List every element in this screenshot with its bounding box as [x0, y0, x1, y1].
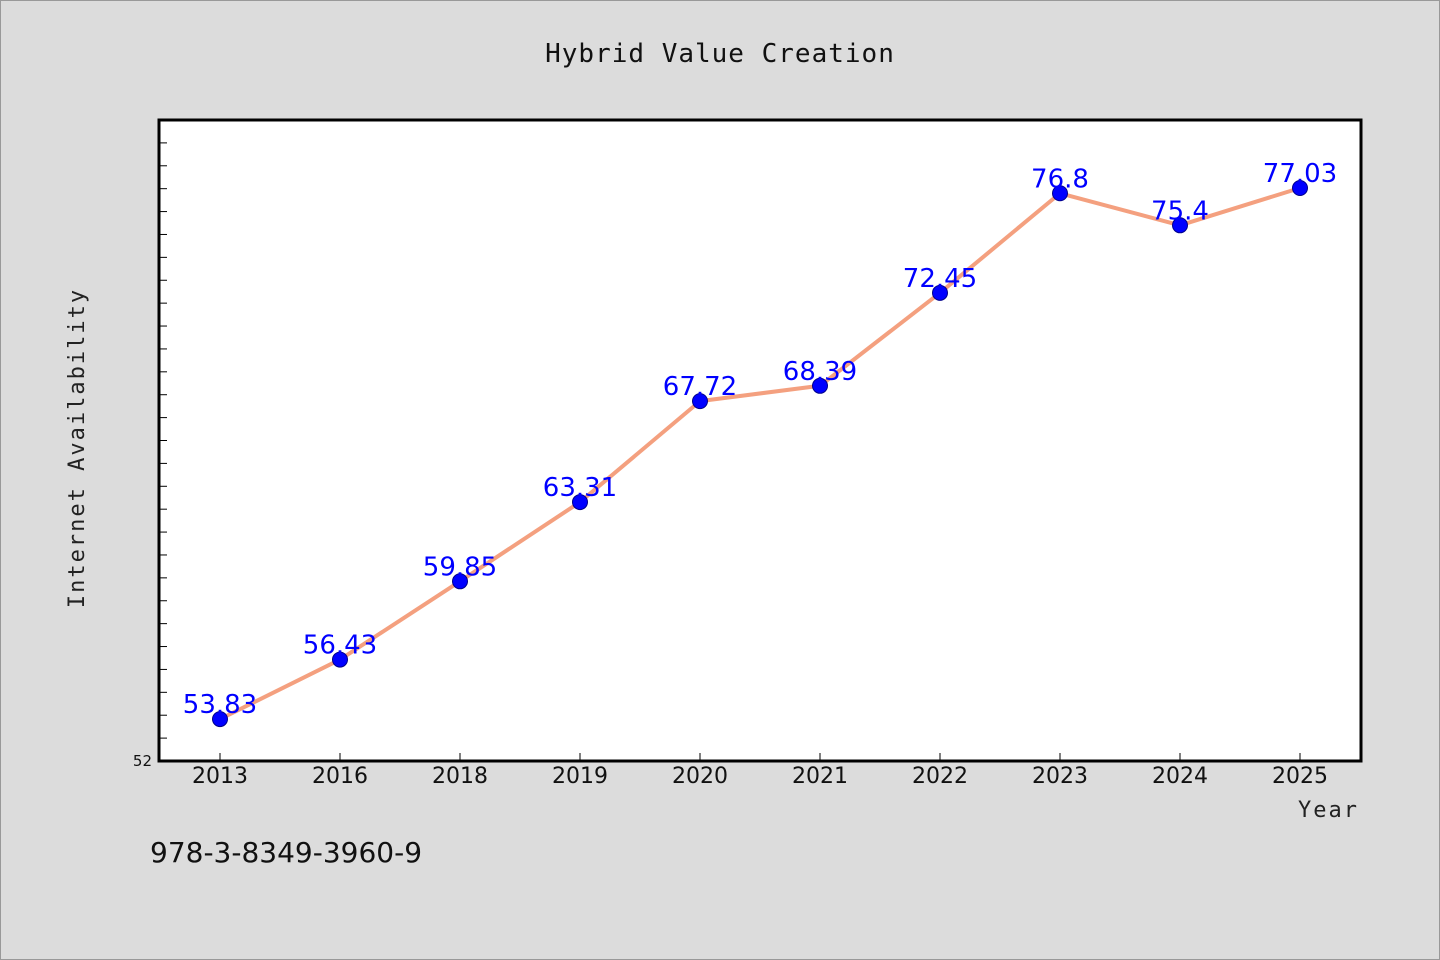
- x-tick-label: 2018: [432, 764, 488, 789]
- data-point-marker: [812, 377, 828, 394]
- data-point-marker: [452, 573, 468, 590]
- data-point-marker: [1172, 217, 1188, 234]
- data-point-marker: [1052, 185, 1068, 202]
- data-label: 56.43: [303, 631, 377, 661]
- x-tick-label: 2024: [1152, 764, 1208, 789]
- data-point-marker: [572, 494, 588, 511]
- y-axis-label: Internet Availability: [65, 288, 90, 608]
- y-tick-label: 52: [133, 752, 152, 770]
- data-point-marker: [1292, 179, 1308, 196]
- x-tick-label: 2021: [792, 764, 848, 789]
- series-line-group: [219, 186, 1301, 721]
- data-point-marker: [332, 651, 348, 668]
- plot-area: [157, 118, 1363, 763]
- footer-identifier: 978-3-8349-3960-9: [150, 836, 422, 869]
- x-tick-label: 2019: [552, 764, 608, 789]
- x-tick-label: 2016: [312, 764, 368, 789]
- data-label: 67.72: [663, 372, 737, 402]
- x-tick-label: 2023: [1032, 764, 1088, 789]
- data-point-marker: [212, 711, 228, 728]
- data-label: 68.39: [783, 357, 857, 387]
- markers-group: [212, 179, 1308, 728]
- data-label: 53.83: [183, 690, 257, 720]
- data-label: 76.8: [1031, 164, 1089, 194]
- data-point-marker: [932, 284, 948, 301]
- data-point-marker: [692, 393, 708, 410]
- x-axis-label: Year: [1298, 798, 1359, 823]
- x-tick-label: 2020: [672, 764, 728, 789]
- x-tick-label: 2013: [192, 764, 248, 789]
- series-line: [219, 186, 1301, 721]
- x-axis-ticks: 2013 2016 2018 2019 2020 2021 2022 2023 2024 2025: [192, 753, 1328, 789]
- data-label: 77.03: [1263, 159, 1337, 189]
- data-labels-group: 53.83 56.43 59.85 63.31 67.72 68.39 72.45 76.8 7…: [183, 159, 1337, 720]
- data-label: 72.45: [903, 264, 977, 294]
- data-label: 75.4: [1151, 196, 1209, 226]
- x-tick-label: 2022: [912, 764, 968, 789]
- chart-title: Hybrid Value Creation: [545, 39, 895, 69]
- data-label: 63.31: [543, 473, 617, 503]
- data-label: 59.85: [423, 552, 497, 582]
- x-tick-label: 2025: [1272, 764, 1328, 789]
- y-axis-ticks: [159, 142, 167, 762]
